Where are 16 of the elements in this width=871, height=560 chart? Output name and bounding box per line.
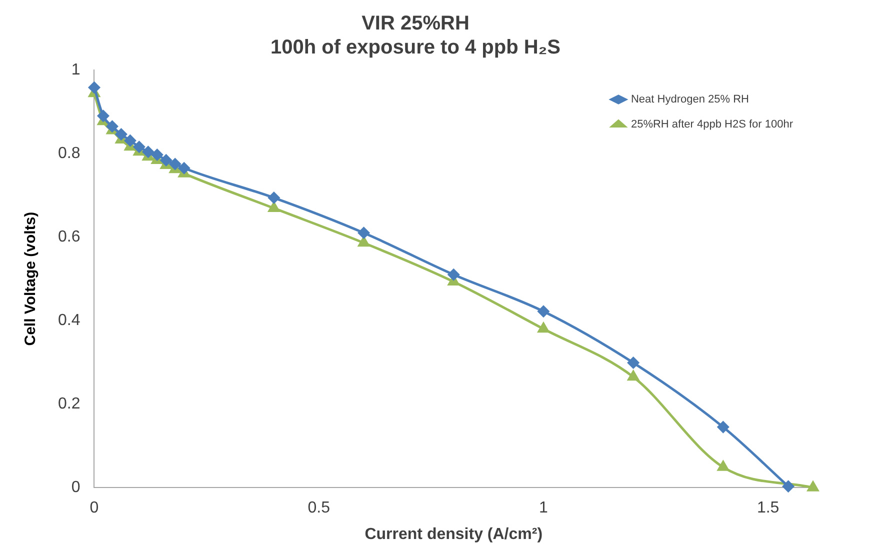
legend-label: Neat Hydrogen 25% RH — [630, 94, 750, 106]
y-tick-label: 0.6 — [58, 228, 80, 246]
y-tick-label: 1 — [71, 61, 80, 78]
y-tick-label: 0.2 — [58, 395, 80, 412]
x-tick-label: 1.5 — [756, 500, 780, 517]
legend-label: 25%RH after 4ppb H2S for 100hr — [630, 118, 794, 131]
y-tick-label: 0.8 — [58, 144, 80, 162]
y-tick-label: 0 — [71, 479, 80, 496]
x-tick-label: 0 — [90, 500, 99, 517]
y-axis-title: Cell Voltage (volts) — [22, 212, 40, 346]
text: 100h of exposure to 4 ppb H₂S — [270, 36, 561, 59]
text: VIR 25%RH — [362, 12, 470, 35]
x-tick-label: 1 — [539, 500, 548, 517]
x-axis-title: Current density (A/cm²) — [364, 526, 543, 543]
x-tick-label: 0.5 — [308, 500, 330, 517]
y-tick-label: 0.4 — [58, 312, 80, 329]
